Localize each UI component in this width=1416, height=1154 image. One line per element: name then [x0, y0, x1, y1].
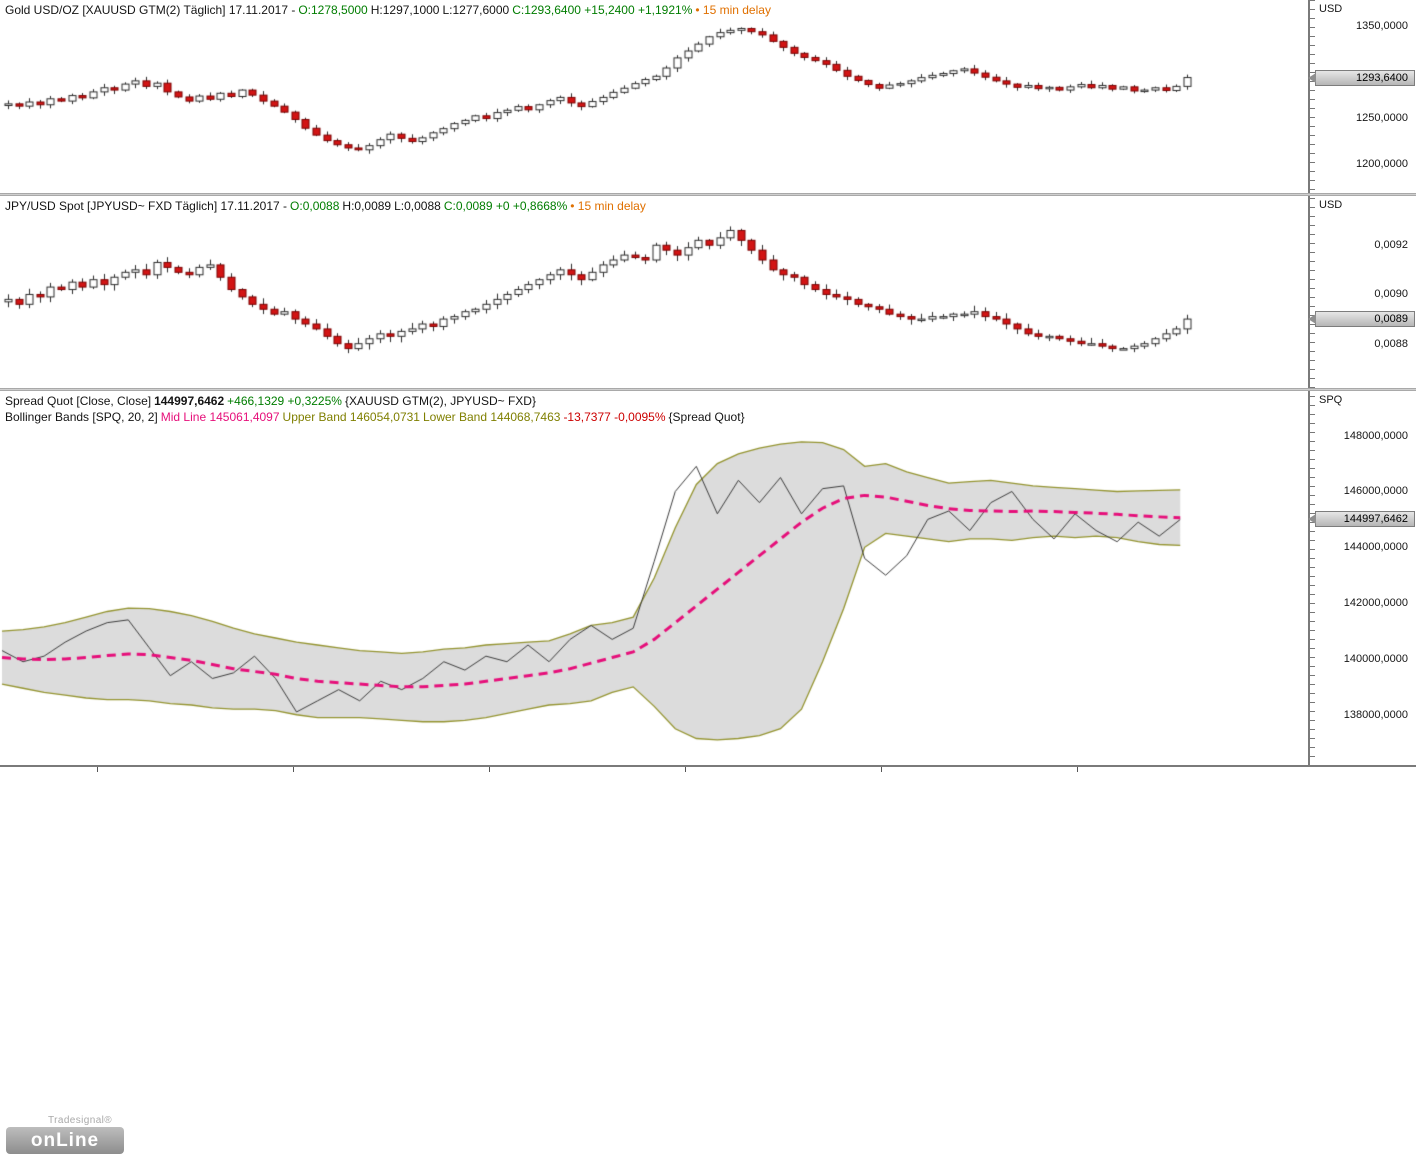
- time-axis-tick: [685, 767, 686, 772]
- jpy-delay-badge: • 15 min delay: [570, 199, 646, 213]
- gold-open-value: O:1278,5000: [298, 3, 368, 17]
- brand-logo-box: onLine: [6, 1127, 124, 1154]
- jpy-title: JPY/USD Spot [JPYUSD~ FXD Täglich] 17.11…: [5, 199, 288, 213]
- spread-axis-tick-label: 138000,0000: [1343, 708, 1408, 721]
- gold-header: Gold USD/OZ [XAUUSD GTM(2) Täglich] 17.1…: [5, 2, 774, 18]
- panel-splitter[interactable]: [0, 193, 1416, 196]
- jpy-axis-currency-label: USD: [1319, 199, 1343, 211]
- spread-axis-tick-label: 146000,0000: [1343, 485, 1408, 498]
- time-axis-tick: [489, 767, 490, 772]
- spread-axis-tick-label: 144000,0000: [1343, 541, 1408, 554]
- spread-axis-tick-label: 142000,0000: [1343, 597, 1408, 610]
- jpy-header: JPY/USD Spot [JPYUSD~ FXD Täglich] 17.11…: [5, 198, 649, 214]
- price-axis[interactable]: USD 1350,0000 1250,0000 1200,0000 1293,6400 U…: [1308, 0, 1416, 765]
- spread-title: Spread Quot [Close, Close]: [5, 394, 152, 408]
- time-axis-tick: [293, 767, 294, 772]
- bollinger-change: -13,7377 -0,0095%: [563, 410, 666, 424]
- bollinger-scope: {Spread Quot}: [668, 410, 745, 424]
- gold-delay-badge: • 15 min delay: [695, 3, 771, 17]
- time-axis-tick: [1077, 767, 1078, 772]
- spread-change: +466,1329 +0,3225%: [227, 394, 342, 408]
- bollinger-upper-value: Upper Band 146054,0731: [282, 410, 420, 424]
- spread-axis-tick-label: 148000,0000: [1343, 429, 1408, 442]
- jpy-last-price-marker: 0,0089: [1308, 311, 1415, 328]
- panel-splitter[interactable]: [0, 388, 1416, 391]
- jpy-open-value: O:0,0088: [290, 199, 340, 213]
- gold-axis-tick-label: 1250,0000: [1356, 111, 1408, 124]
- gold-axis-tick-label: 1200,0000: [1356, 157, 1408, 170]
- gold-high-value: H:1297,1000: [370, 3, 440, 17]
- spread-last-price-marker: 144997,6462: [1308, 511, 1415, 528]
- gold-panel: Gold USD/OZ [XAUUSD GTM(2) Täglich] 17.1…: [0, 0, 1310, 193]
- tradesignal-logo: Tradesignal® onLine: [6, 1115, 124, 1154]
- gold-axis-currency-label: USD: [1319, 3, 1343, 15]
- spread-header: Spread Quot [Close, Close] 144997,6462 +46…: [5, 393, 539, 409]
- spread-bollinger-chart[interactable]: [0, 391, 1310, 765]
- price-axis-tick-strip: [1310, 0, 1315, 765]
- gold-candlestick-chart[interactable]: [0, 0, 1310, 193]
- gold-low-value: L:1277,6000: [442, 3, 510, 17]
- gold-close-value: C:1293,6400 +15,2400 +1,1921%: [512, 3, 693, 17]
- spread-axis-tick-label: 140000,0000: [1343, 652, 1408, 665]
- time-axis-tick: [881, 767, 882, 772]
- jpy-axis-tick-label: 0,0092: [1374, 239, 1408, 252]
- spread-panel: Spread Quot [Close, Close] 144997,6462 +46…: [0, 391, 1310, 1154]
- jpy-panel: JPY/USD Spot [JPYUSD~ FXD Täglich] 17.11…: [0, 196, 1310, 388]
- time-axis[interactable]: [0, 765, 1416, 779]
- jpy-axis-tick-label: 0,0090: [1374, 288, 1408, 301]
- bollinger-mid-value: Mid Line 145061,4097: [160, 410, 280, 424]
- jpy-low-value: L:0,0088: [394, 199, 441, 213]
- jpy-close-value: C:0,0089 +0 +0,8668%: [443, 199, 568, 213]
- gold-axis-tick-label: 1350,0000: [1356, 19, 1408, 32]
- jpy-axis-tick-label: 0,0088: [1374, 337, 1408, 350]
- bollinger-lower-value: Lower Band 144068,7463: [422, 410, 561, 424]
- spread-axis-currency-label: SPQ: [1319, 394, 1343, 406]
- spread-value: 144997,6462: [154, 394, 225, 408]
- jpy-candlestick-chart[interactable]: [0, 196, 1310, 388]
- gold-last-price-marker: 1293,6400: [1308, 69, 1415, 86]
- gold-title: Gold USD/OZ [XAUUSD GTM(2) Täglich] 17.1…: [5, 3, 296, 17]
- bollinger-title: Bollinger Bands [SPQ, 20, 2]: [5, 410, 158, 424]
- jpy-high-value: H:0,0089: [342, 199, 392, 213]
- spread-instruments: {XAUUSD GTM(2), JPYUSD~ FXD}: [344, 394, 536, 408]
- brand-text: Tradesignal®: [48, 1115, 113, 1126]
- bollinger-header: Bollinger Bands [SPQ, 20, 2] Mid Line 145…: [5, 409, 748, 425]
- time-axis-tick: [97, 767, 98, 772]
